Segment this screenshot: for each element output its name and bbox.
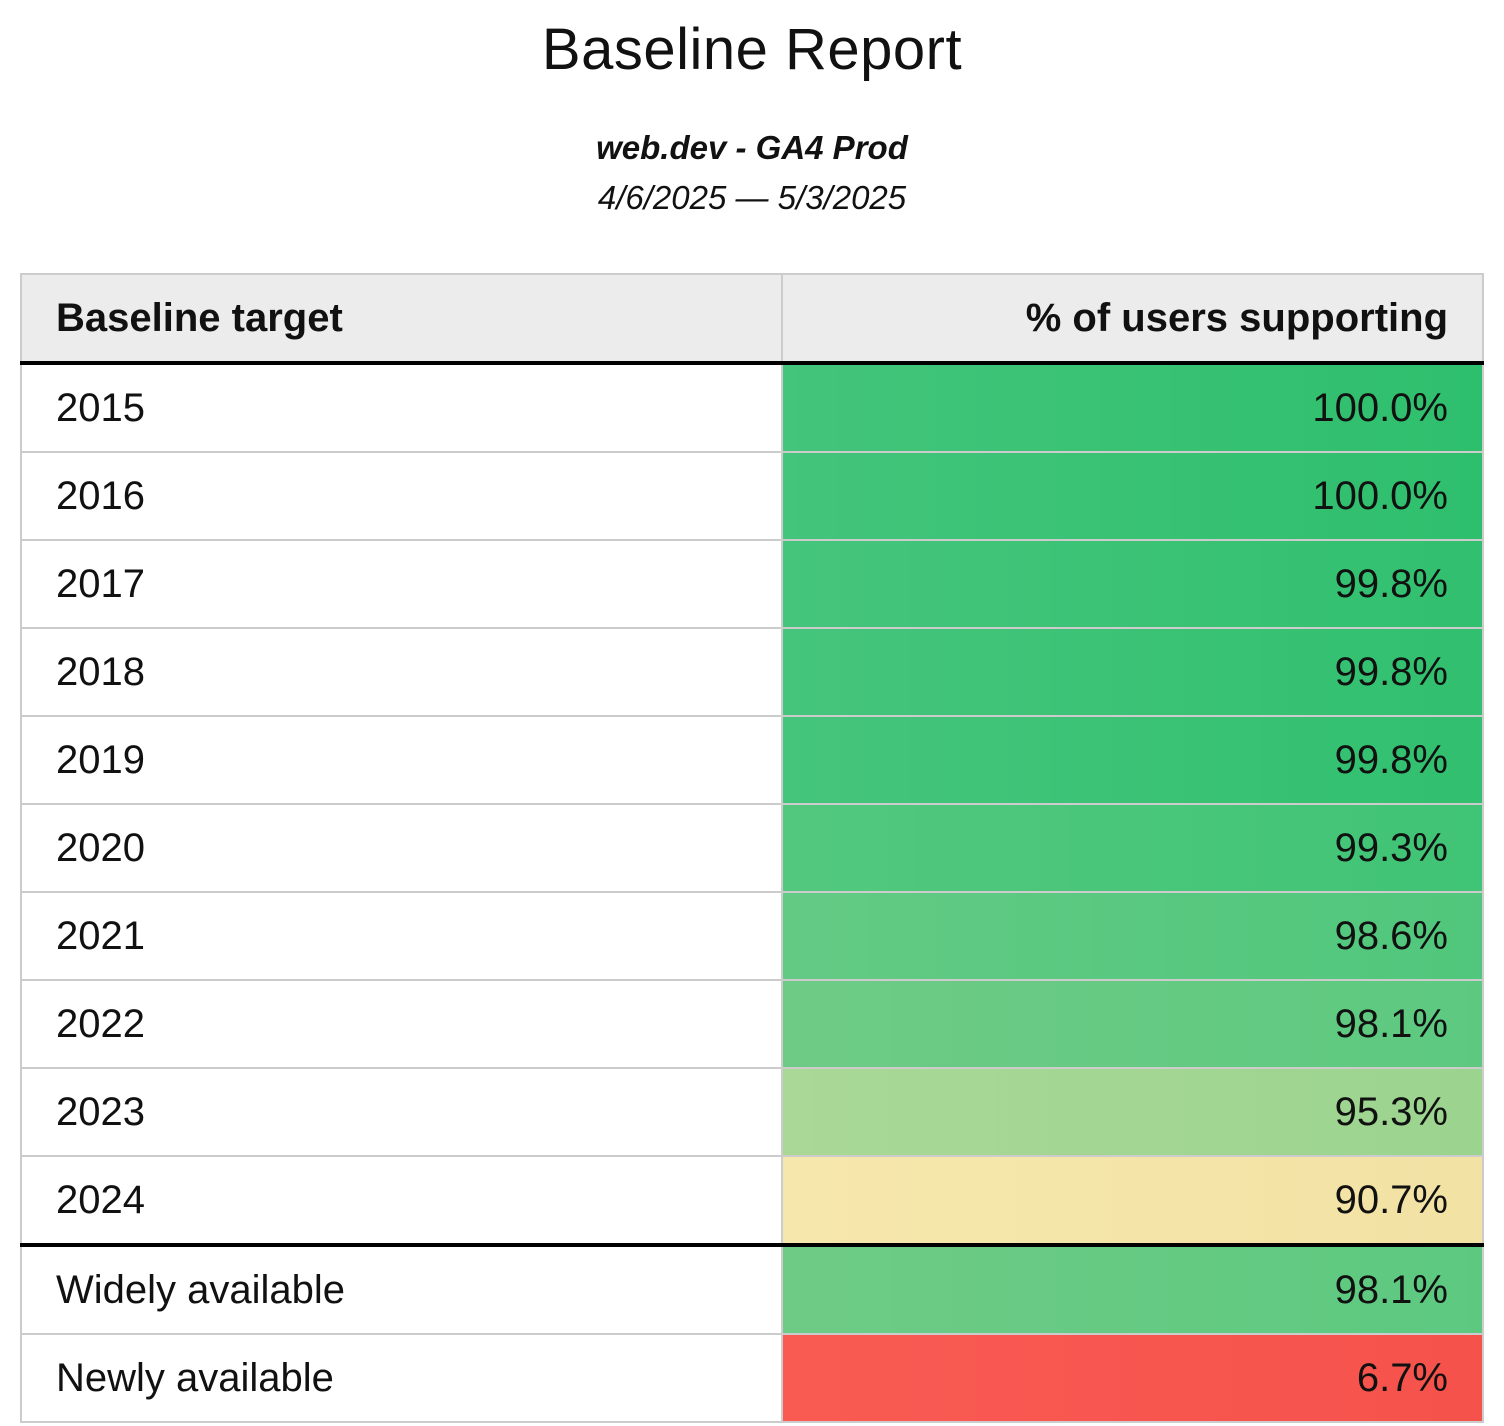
baseline-target-cell: 2018 — [20, 627, 783, 717]
table-row: 2015 100.0% — [20, 362, 1484, 453]
baseline-target-cell: 2016 — [20, 451, 783, 541]
support-percent-cell: 98.1% — [781, 979, 1484, 1069]
table-header: Baseline target % of users supporting — [20, 273, 1484, 365]
report-date-range: 4/6/2025 — 5/3/2025 — [597, 179, 907, 216]
table-row: 2017 99.8% — [20, 539, 1484, 629]
support-percent-cell: 99.8% — [781, 715, 1484, 805]
baseline-target-cell: 2022 — [20, 979, 783, 1069]
support-percent-cell: 99.3% — [781, 803, 1484, 893]
table-row: Newly available 6.7% — [20, 1333, 1484, 1423]
support-percent-cell: 98.1% — [781, 1243, 1484, 1335]
table-header-row: Baseline target % of users supporting — [20, 273, 1484, 365]
baseline-target-cell: 2023 — [20, 1067, 783, 1157]
column-header-baseline-target: Baseline target — [20, 273, 783, 365]
baseline-target-cell: 2020 — [20, 803, 783, 893]
table-row: 2018 99.8% — [20, 627, 1484, 717]
baseline-target-cell: 2017 — [20, 539, 783, 629]
column-header-percent-users-supporting: % of users supporting — [781, 273, 1484, 365]
support-percent-cell: 99.8% — [781, 627, 1484, 717]
table-row: 2021 98.6% — [20, 891, 1484, 981]
table-row: 2024 90.7% — [20, 1155, 1484, 1246]
report-source-subtitle: web.dev - GA4 Prod — [596, 129, 908, 166]
table-row: 2022 98.1% — [20, 979, 1484, 1069]
table-row: Widely available 98.1% — [20, 1243, 1484, 1335]
baseline-target-cell: 2021 — [20, 891, 783, 981]
table-body: 2015 100.0% 2016 100.0% 2017 99.8% 2018 … — [20, 362, 1484, 1423]
support-percent-cell: 95.3% — [781, 1067, 1484, 1157]
baseline-target-cell: 2024 — [20, 1155, 783, 1246]
baseline-target-cell: 2019 — [20, 715, 783, 805]
table-row: 2019 99.8% — [20, 715, 1484, 805]
baseline-target-cell: Widely available — [20, 1243, 783, 1335]
baseline-target-cell: Newly available — [20, 1333, 783, 1423]
support-percent-cell: 98.6% — [781, 891, 1484, 981]
baseline-target-cell: 2015 — [20, 362, 783, 453]
support-percent-cell: 90.7% — [781, 1155, 1484, 1246]
table-row: 2016 100.0% — [20, 451, 1484, 541]
support-percent-cell: 100.0% — [781, 451, 1484, 541]
table-row: 2020 99.3% — [20, 803, 1484, 893]
table-row: 2023 95.3% — [20, 1067, 1484, 1157]
support-percent-cell: 100.0% — [781, 362, 1484, 453]
page-title: Baseline Report — [541, 17, 963, 82]
baseline-table: Baseline target % of users supporting 20… — [20, 273, 1484, 1423]
support-percent-cell: 99.8% — [781, 539, 1484, 629]
support-percent-cell: 6.7% — [781, 1333, 1484, 1423]
